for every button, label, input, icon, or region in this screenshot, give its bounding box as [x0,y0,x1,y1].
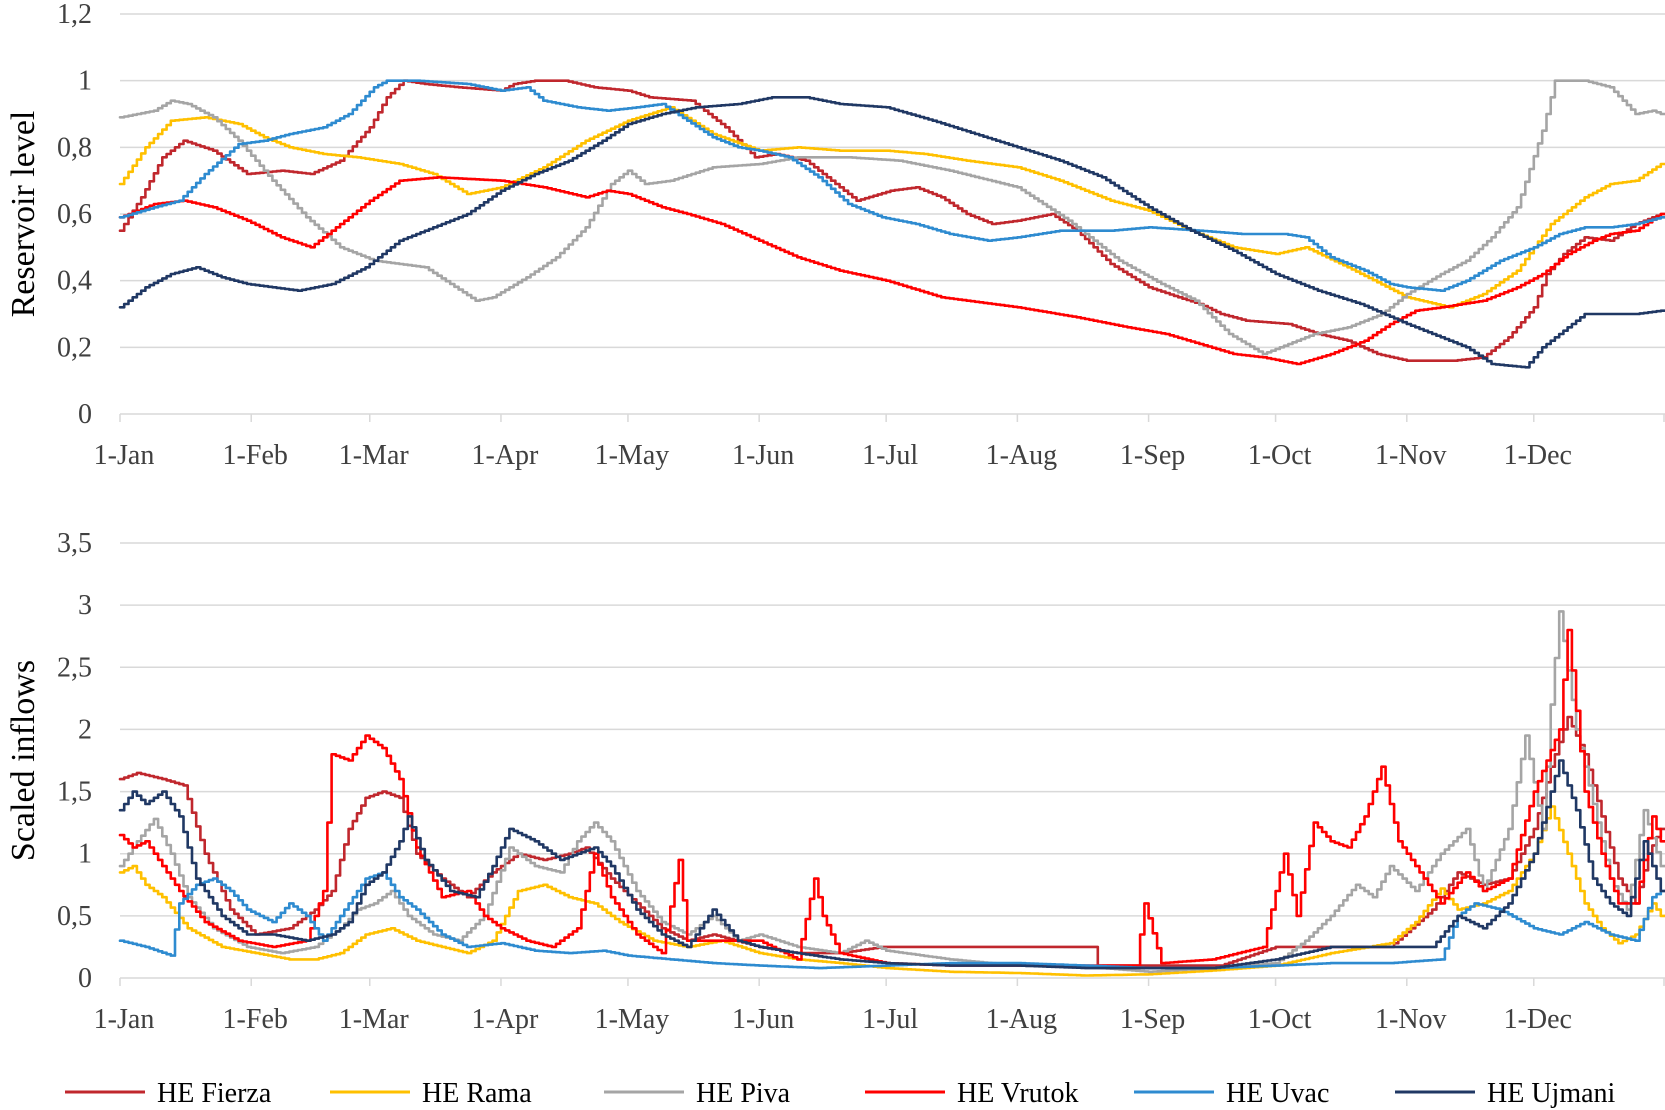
bottom-x-tick-label: 1-Sep [1120,1004,1185,1035]
top-series-he-ujmani [118,96,1665,369]
bottom-y-tick-label: 2,5 [57,652,92,683]
bottom-x-tick-label: 1-Oct [1248,1004,1312,1035]
legend-label-he-rama: HE Rama [422,1078,532,1109]
bottom-x-tick-label: 1-Jul [862,1004,918,1035]
bottom-y-tick-label: 3,5 [57,528,92,559]
top-series-he-vrutok [118,176,1665,366]
top-x-tick-label: 1-Aug [986,440,1058,471]
top-y-tick-label: 0 [78,399,92,430]
top-x-tick-label: 1-Sep [1120,440,1185,471]
top-x-tick-label: 1-May [595,440,670,471]
top-series-he-fierza [118,79,1665,362]
bottom-y-tick-label: 0,5 [57,901,92,932]
legend: HE Fierza HE Rama HE Piva HE Vrutok HE Uvac H… [65,1078,1616,1109]
top-y-axis-label: Reservoir level [5,111,42,318]
top-y-tick-label: 0,4 [57,266,92,297]
top-x-tick-label: 1-Apr [472,440,540,471]
top-series-he-rama [118,106,1665,309]
top-y-tick-label: 0,2 [57,332,92,363]
top-y-tick-label: 0,6 [57,199,92,230]
bottom-y-tick-label: 0 [78,963,92,994]
top-x-tick-label: 1-Jul [862,440,918,471]
top-y-tick-label: 1,2 [57,0,92,30]
top-x-tick-label: 1-Oct [1248,440,1312,471]
bottom-y-tick-label: 1 [78,839,92,870]
bottom-x-tick-label: 1-Jun [732,1004,794,1035]
bottom-y-tick-label: 1,5 [57,777,92,808]
bottom-series-he-piva [118,610,1665,974]
bottom-x-tick-label: 1-Aug [986,1004,1058,1035]
top-x-tick-label: 1-Mar [339,440,410,471]
legend-label-he-uvac: HE Uvac [1226,1078,1329,1109]
bottom-series-he-ujmani [118,759,1665,970]
top-x-tick-label: 1-Dec [1504,440,1572,471]
legend-label-he-ujmani: HE Ujmani [1487,1078,1616,1109]
top-y-tick-label: 0,8 [57,132,92,163]
top-x-tick-label: 1-Jun [732,440,794,471]
bottom-x-tick-label: 1-Jan [94,1004,155,1035]
legend-label-he-piva: HE Piva [696,1078,791,1109]
bottom-y-tick-label: 3 [78,590,92,621]
top-series-he-piva [118,79,1665,356]
bottom-y-axis-label: Scaled inflows [5,660,42,861]
bottom-x-tick-label: 1-Apr [472,1004,540,1035]
top-x-tick-label: 1-Jan [94,440,155,471]
top-y-tick-label: 1 [78,66,92,97]
scaled-inflows-chart: 0 0,5 1 1,5 2 2,5 3 3,5 1-Jan 1-Feb 1-Mar 1-Apr 1-Ma… [5,528,1665,1035]
bottom-x-tick-label: 1-Dec [1504,1004,1572,1035]
bottom-x-tick-label: 1-Nov [1375,1004,1447,1035]
top-x-tick-label: 1-Feb [223,440,288,471]
bottom-y-tick-label: 2 [78,714,92,745]
bottom-series-he-uvac [118,871,1665,970]
reservoir-level-chart: 0 0,2 0,4 0,6 0,8 1 1,2 1-Jan 1-Feb 1-Mar 1-Apr 1-M… [5,0,1665,471]
legend-label-he-vrutok: HE Vrutok [957,1078,1078,1109]
bottom-x-tick-label: 1-Mar [339,1004,410,1035]
legend-label-he-fierza: HE Fierza [157,1078,272,1109]
top-x-tick-label: 1-Nov [1375,440,1447,471]
bottom-series-he-vrutok [118,628,1665,967]
bottom-series-he-rama [118,805,1665,977]
top-series-he-uvac [118,79,1665,292]
bottom-x-tick-label: 1-Feb [223,1004,288,1035]
bottom-x-tick-label: 1-May [595,1004,670,1035]
